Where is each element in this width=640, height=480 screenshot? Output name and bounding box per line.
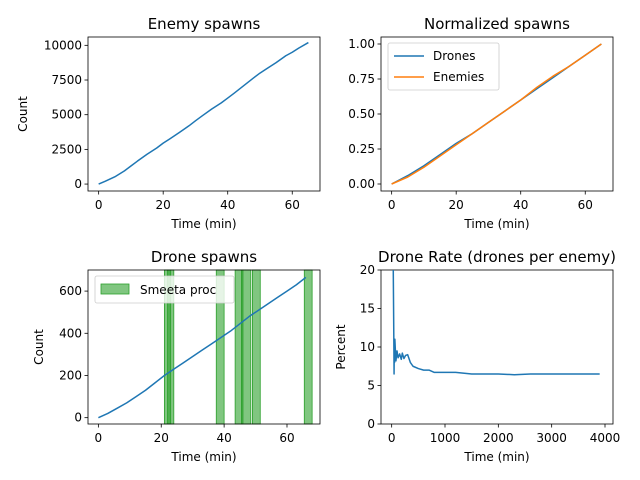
- panel-drone-spawns: Drone spawns 0 20 40 60 0 200 400 600 Time (mi…: [32, 248, 321, 464]
- chart-title: Enemy spawns: [148, 15, 261, 33]
- plot-area: [98, 41, 309, 185]
- y-axis-label: Count: [32, 329, 46, 365]
- y-tick-label: 15: [360, 302, 375, 316]
- y-axis-ticks: 0.00 0.25 0.50 0.75 1.00: [348, 37, 381, 191]
- y-tick-label: 0: [74, 411, 82, 425]
- panel-drone-rate: Drone Rate (drones per enemy) 0 1000 2000 3…: [334, 248, 620, 464]
- chart-title: Drone spawns: [151, 248, 257, 266]
- panel-normalized-spawns: Normalized spawns 0 20 40 60 0.000.250.500.…: [348, 15, 614, 231]
- plot-frame: [380, 269, 614, 425]
- y-tick-label: 0.00: [348, 177, 375, 191]
- chart-title: Drone Rate (drones per enemy): [378, 248, 616, 266]
- y-tick-label: 1.00: [348, 37, 375, 51]
- x-axis-ticks: 0 20 40 60: [95, 424, 295, 445]
- y-tick-label: 10000: [44, 38, 82, 52]
- x-axis-ticks: 0 20 40 60: [388, 191, 593, 212]
- panel-enemy-spawns: Enemy spawns 0 20 40 60 025005000750010000 …: [16, 15, 321, 231]
- x-tick-label: 3000: [536, 431, 567, 445]
- x-tick-label: 0: [388, 431, 396, 445]
- series-line-0: [98, 41, 309, 185]
- y-tick-label: 7500: [51, 73, 82, 87]
- x-tick-label: 20: [154, 431, 169, 445]
- x-axis-label: Time (min): [170, 450, 236, 464]
- y-tick-label: 5000: [51, 108, 82, 122]
- y-tick-label: 0.25: [348, 142, 375, 156]
- x-tick-label: 60: [279, 431, 294, 445]
- x-tick-label: 4000: [590, 431, 621, 445]
- chart-title: Normalized spawns: [424, 15, 570, 33]
- y-tick-label: 2500: [51, 142, 82, 156]
- x-tick-label: 20: [449, 198, 464, 212]
- y-tick-label: 5: [367, 379, 375, 393]
- x-axis-ticks: 0 1000 2000 3000 4000: [388, 424, 620, 445]
- x-axis-ticks: 0 20 40 60: [95, 191, 300, 212]
- x-tick-label: 1000: [430, 431, 461, 445]
- x-tick-label: 40: [220, 198, 235, 212]
- smeeta-proc-span: [252, 269, 261, 425]
- y-axis-label: Count: [16, 96, 30, 132]
- x-axis-label: Time (min): [463, 450, 529, 464]
- plot-frame: [87, 269, 321, 425]
- legend-frame: [94, 275, 235, 304]
- y-axis-ticks: 0 2500 5000 7500 10000: [44, 38, 88, 191]
- series-line-enemies: [391, 43, 602, 185]
- smeeta-proc-span: [303, 269, 313, 425]
- legend-label-enemies: Enemies: [433, 70, 484, 84]
- x-tick-label: 40: [513, 198, 528, 212]
- plot-frame: [87, 36, 321, 192]
- legend-label-drones: Drones: [433, 49, 476, 63]
- x-tick-label: 0: [95, 431, 103, 445]
- y-tick-label: 0: [74, 177, 82, 191]
- y-axis-ticks: 0 200 400 600: [59, 284, 88, 425]
- x-tick-label: 0: [388, 198, 396, 212]
- x-tick-label: 20: [156, 198, 171, 212]
- plot-area: [392, 270, 600, 376]
- legend-frame: [387, 42, 500, 91]
- y-tick-label: 10: [360, 340, 375, 354]
- y-tick-label: 600: [59, 284, 82, 298]
- x-tick-label: 60: [578, 198, 593, 212]
- legend-swatch-smeeta-proc: [100, 283, 130, 295]
- legend-label-smeeta-proc: Smeeta proc: [140, 283, 216, 297]
- y-axis-ticks: 0 5 10 15 20: [360, 263, 381, 431]
- series-line-0: [392, 270, 600, 376]
- series-line-0: [98, 276, 307, 419]
- y-axis-label: Percent: [334, 324, 348, 369]
- y-tick-label: 200: [59, 368, 82, 382]
- plot-area: [391, 43, 602, 185]
- legend: Drones Enemies: [387, 42, 500, 91]
- x-tick-label: 40: [216, 431, 231, 445]
- smeeta-proc-span: [241, 269, 252, 425]
- legend: Smeeta proc: [94, 275, 235, 304]
- y-tick-label: 20: [360, 263, 375, 277]
- x-tick-label: 0: [95, 198, 103, 212]
- x-axis-label: Time (min): [170, 217, 236, 231]
- plot-area: [98, 276, 307, 419]
- x-tick-label: 2000: [483, 431, 514, 445]
- y-tick-label: 0.50: [348, 107, 375, 121]
- y-tick-label: 0: [367, 417, 375, 431]
- x-axis-label: Time (min): [463, 217, 529, 231]
- x-tick-label: 60: [285, 198, 300, 212]
- y-tick-label: 0.75: [348, 72, 375, 86]
- y-tick-label: 400: [59, 326, 82, 340]
